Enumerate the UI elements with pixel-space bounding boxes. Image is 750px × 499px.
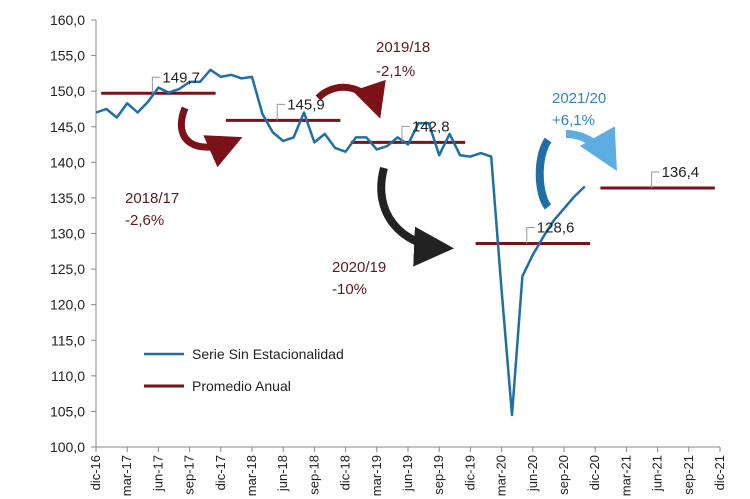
- x-tick-label: jun-21: [650, 455, 665, 492]
- annotation-2018-17: 2018/17 -2,6%: [125, 190, 183, 229]
- y-tick-label: 135,0: [50, 190, 85, 206]
- arrow-2018-17: [177, 106, 243, 168]
- y-tick-label: 145,0: [50, 119, 85, 135]
- x-tick-label: dic-21: [712, 455, 727, 490]
- x-tick-label: mar-21: [618, 455, 633, 496]
- y-tick-label: 140,0: [50, 154, 85, 170]
- annotation-2021-20: 2021/20 +6,1%: [552, 90, 610, 129]
- arrow-2021-20: [565, 126, 617, 171]
- y-tick-label: 125,0: [50, 261, 85, 277]
- annual-average-lines: [101, 91, 715, 245]
- y-tick-label: 150,0: [50, 83, 85, 99]
- annual-average-leader: [651, 171, 660, 188]
- legend-label-series: Serie Sin Estacionalidad: [192, 346, 344, 362]
- y-tick-label: 115,0: [51, 332, 85, 348]
- change-arrows: [177, 79, 617, 267]
- x-tick-label: sep-19: [431, 455, 446, 495]
- legend: Serie Sin Estacionalidad Promedio Anual: [144, 346, 344, 394]
- annual-average-leader: [526, 226, 535, 244]
- arrow-2019-18: [315, 79, 386, 119]
- x-tick-label: dic-20: [587, 455, 602, 490]
- arrow-2020-19: [377, 166, 454, 267]
- change-annotations: 2018/17 -2,6% 2019/18 -2,1% 2020/19 -10%…: [125, 39, 610, 298]
- annual-average-label: 136,4: [662, 164, 700, 181]
- x-tick-label: sep-21: [681, 455, 696, 495]
- x-tick-label: dic-19: [462, 455, 477, 490]
- x-tick-labels: dic-16 mar-17 jun-17 sep-17 dic-17 mar-18 jun-…: [88, 447, 727, 496]
- annual-average-label: 145,9: [287, 96, 325, 113]
- x-tick-label: jun-19: [400, 455, 415, 492]
- annual-average-leader: [401, 125, 410, 143]
- x-tick-label: mar-19: [369, 455, 384, 496]
- y-tick-label: 110,0: [51, 368, 85, 384]
- annotation-2020-19: 2020/19 -10%: [332, 259, 390, 298]
- y-tick-label: 160,0: [50, 12, 85, 28]
- y-tick-label: 155,0: [50, 48, 85, 64]
- y-tick-label: 100,0: [50, 439, 85, 455]
- annual-average-labels: 149,7 145,9 142,8 128,6 136,4: [151, 69, 700, 244]
- legend-label-average: Promedio Anual: [192, 378, 291, 394]
- annual-average-leader: [276, 103, 286, 121]
- series-line: [95, 68, 586, 417]
- annual-average-leader: [151, 76, 161, 94]
- x-tick-label: sep-18: [306, 455, 321, 495]
- x-tick-label: sep-17: [182, 455, 197, 495]
- x-tick-label: mar-18: [244, 455, 259, 496]
- series-serie-sin-estacionalidad: [95, 68, 586, 417]
- y-tick-label: 120,0: [50, 297, 85, 313]
- x-tick-label: jun-17: [150, 455, 165, 492]
- annual-average-label: 128,6: [537, 219, 575, 236]
- annual-average-label: 149,7: [162, 69, 200, 86]
- x-tick-label: dic-16: [88, 455, 103, 490]
- y-tick-labels: 100,0 105,0 110,0 115,0 120,0 125,0 130,0 135,0…: [50, 12, 96, 455]
- arrow-2021-20-left: [535, 137, 552, 210]
- annotation-2019-18: 2019/18 -2,1%: [376, 39, 434, 80]
- x-tick-label: mar-17: [119, 455, 134, 496]
- x-tick-label: jun-18: [275, 455, 290, 492]
- x-tick-label: dic-18: [338, 455, 353, 490]
- x-tick-label: dic-17: [213, 455, 228, 490]
- annual-average-label: 142,8: [412, 118, 450, 135]
- x-tick-label: mar-20: [494, 455, 509, 496]
- y-tick-label: 105,0: [50, 403, 85, 419]
- x-tick-label: jun-20: [525, 455, 540, 492]
- x-tick-label: sep-20: [556, 455, 571, 495]
- y-tick-label: 130,0: [50, 226, 85, 242]
